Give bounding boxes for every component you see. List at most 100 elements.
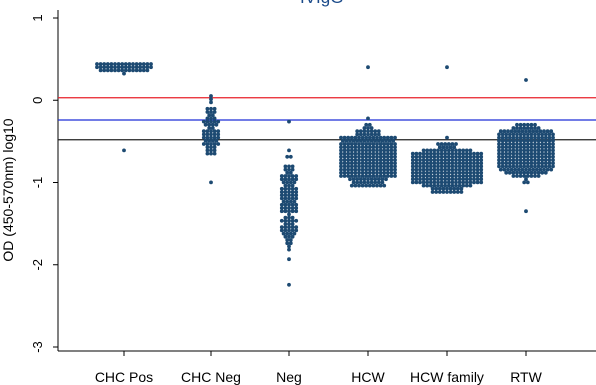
data-point: [385, 167, 390, 172]
data-point: [524, 167, 528, 172]
data-point: [551, 148, 555, 153]
data-point: [209, 135, 213, 140]
data-point: [279, 196, 284, 201]
data-point: [382, 167, 387, 172]
data-point: [500, 154, 505, 159]
data-point: [525, 138, 530, 143]
data-point: [349, 154, 354, 159]
data-point: [472, 177, 476, 182]
data-point: [452, 145, 457, 150]
data-point: [290, 202, 295, 207]
data-point: [279, 177, 284, 182]
data-point: [507, 148, 512, 153]
data-point: [410, 151, 415, 156]
data-point: [446, 167, 451, 172]
data-point: [285, 199, 290, 204]
data-point: [533, 154, 537, 159]
data-point: [209, 129, 213, 134]
data-point: [536, 135, 541, 140]
data-point: [536, 158, 541, 162]
data-point: [367, 145, 372, 150]
data-point: [290, 234, 295, 239]
data-point: [360, 170, 365, 175]
data-point: [540, 154, 545, 159]
data-point: [439, 151, 444, 156]
data-point: [436, 174, 440, 178]
data-point: [355, 138, 360, 143]
data-point: [522, 142, 527, 146]
data-point: [549, 129, 554, 134]
data-point: [294, 193, 299, 198]
data-point: [475, 177, 480, 182]
data-point: [355, 132, 360, 137]
data-point: [209, 132, 213, 137]
data-point: [430, 186, 435, 191]
data-point: [393, 158, 397, 162]
data-point: [369, 138, 374, 143]
data-point: [360, 142, 365, 146]
data-point: [443, 167, 448, 172]
data-point: [348, 177, 352, 182]
data-point: [524, 78, 528, 82]
data-point: [134, 62, 139, 66]
data-point: [414, 158, 419, 162]
data-point: [457, 180, 462, 185]
data-point: [461, 167, 466, 172]
data-point: [540, 161, 545, 166]
data-point: [207, 138, 212, 143]
data-point: [518, 126, 523, 130]
data-point: [511, 170, 516, 175]
data-point: [349, 148, 354, 153]
data-point: [281, 231, 286, 236]
data-point: [479, 167, 484, 172]
data-point: [432, 158, 437, 162]
data-point: [507, 164, 512, 169]
data-point: [364, 158, 369, 162]
data-point: [378, 183, 383, 188]
data-point: [540, 148, 545, 153]
data-point: [290, 186, 295, 191]
data-point: [529, 138, 534, 143]
data-point: [468, 148, 473, 153]
data-point: [504, 158, 509, 162]
data-point: [339, 154, 343, 159]
data-point: [283, 222, 288, 226]
data-point: [454, 154, 458, 159]
data-point: [457, 164, 462, 169]
data-point: [468, 161, 473, 166]
data-point: [472, 151, 476, 156]
data-point: [450, 174, 455, 178]
data-point: [551, 161, 555, 166]
data-point: [443, 142, 448, 146]
data-point: [212, 135, 217, 140]
data-point: [547, 142, 552, 146]
data-point: [279, 190, 284, 194]
data-point: [290, 177, 295, 182]
data-point: [468, 151, 473, 156]
data-point: [294, 206, 299, 210]
data-point: [382, 151, 387, 156]
data-point: [472, 180, 476, 185]
data-point: [367, 170, 372, 175]
data-point: [450, 148, 455, 153]
data-point: [358, 177, 363, 182]
data-point: [378, 142, 383, 146]
data-point: [464, 167, 469, 172]
data-point: [205, 110, 210, 114]
data-point: [95, 65, 99, 70]
data-point: [540, 138, 545, 143]
data-point: [522, 174, 527, 178]
data-point: [518, 170, 523, 175]
data-point: [436, 158, 440, 162]
data-point: [425, 174, 430, 178]
data-point: [472, 170, 476, 175]
data-point: [283, 186, 288, 191]
data-point: [543, 135, 548, 140]
data-point: [497, 135, 501, 140]
data-point: [497, 161, 501, 166]
data-point: [205, 151, 210, 156]
data-point: [364, 151, 369, 156]
data-point: [203, 122, 208, 127]
data-point: [515, 142, 519, 146]
data-point: [212, 106, 217, 111]
